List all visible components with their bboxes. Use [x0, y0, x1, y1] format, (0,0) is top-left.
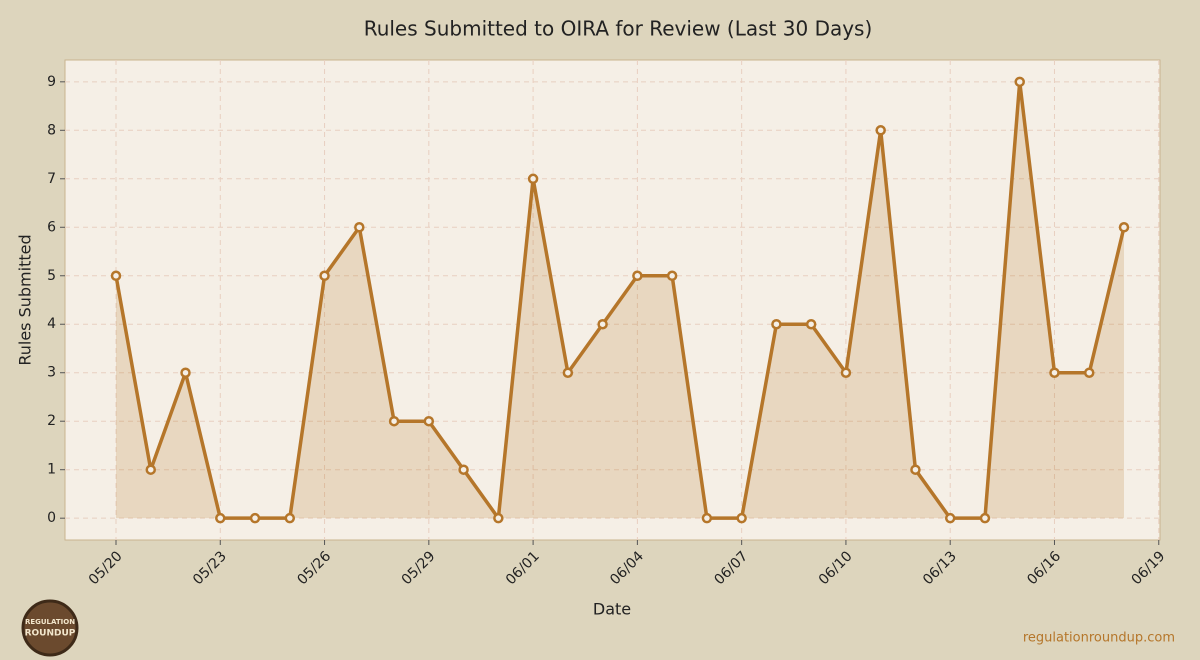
x-tick-label: 06/19 — [1129, 548, 1169, 588]
point — [1014, 76, 1025, 88]
y-tick-label: 3 — [47, 365, 56, 381]
point — [875, 125, 886, 136]
point — [458, 464, 469, 475]
point — [597, 318, 608, 330]
point — [1049, 367, 1060, 378]
point — [840, 367, 852, 378]
x-axis-label: Date — [593, 600, 631, 619]
point — [736, 512, 747, 524]
point — [354, 222, 365, 233]
point — [388, 415, 400, 427]
logo-text: REGULATION — [25, 618, 75, 626]
y-tick-label: 4 — [47, 316, 56, 332]
point — [284, 512, 296, 524]
point — [180, 367, 191, 378]
point — [944, 512, 956, 524]
y-tick-label: 0 — [47, 510, 56, 526]
chart-title: Rules Submitted to OIRA for Review (Last… — [364, 17, 873, 41]
point — [145, 464, 157, 475]
x-tick-label: 05/29 — [399, 548, 439, 588]
footer: regulationroundup.com — [1023, 631, 1175, 646]
y-tick-label: 9 — [47, 74, 56, 90]
x-tick-label: 06/07 — [711, 548, 751, 588]
x-tick-label: 05/26 — [294, 548, 334, 588]
point — [1118, 222, 1130, 233]
point — [527, 173, 539, 185]
point — [910, 464, 921, 475]
y-axis-label: Rules Submitted — [16, 234, 35, 365]
logo: REGULATION ROUNDUP — [21, 599, 79, 657]
plot-area — [64, 59, 1161, 541]
x-tick-label: 05/23 — [190, 548, 230, 588]
point — [632, 270, 643, 282]
y-tick-label: 6 — [47, 219, 56, 235]
x-tick-label: 05/20 — [86, 548, 126, 588]
point — [771, 318, 782, 330]
x-tick-label: 06/04 — [607, 548, 647, 588]
point — [562, 367, 574, 378]
x-tick-label: 06/16 — [1024, 548, 1064, 588]
x-tick-label: 06/01 — [503, 548, 543, 588]
logo-badge — [21, 599, 79, 657]
point — [1083, 367, 1095, 378]
point — [805, 318, 817, 330]
x-tick-label: 06/13 — [920, 548, 960, 588]
point — [666, 270, 678, 282]
point — [979, 512, 991, 524]
point — [249, 512, 261, 524]
y-tick-label: 5 — [47, 268, 56, 284]
point — [493, 512, 504, 524]
y-tick-label: 8 — [47, 122, 56, 138]
point — [423, 415, 435, 427]
line — [114, 80, 1126, 520]
x-tick-label: 06/10 — [816, 548, 856, 588]
logo-text: ROUNDUP — [25, 629, 76, 639]
point — [110, 270, 122, 282]
y-tick-label: 1 — [47, 462, 56, 478]
point — [319, 270, 330, 282]
point — [215, 512, 226, 524]
point — [701, 512, 713, 524]
y-tick-label: 7 — [47, 171, 56, 187]
y-tick-label: 2 — [47, 413, 56, 429]
